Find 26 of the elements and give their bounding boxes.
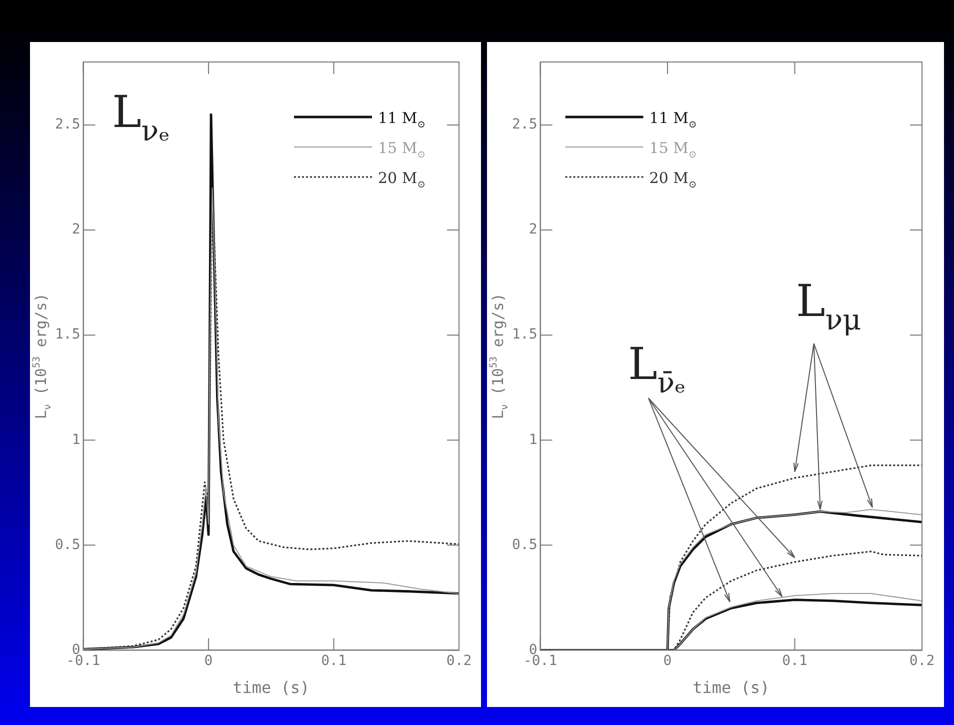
y-tick-label: 1 <box>528 432 538 448</box>
x-tick-label: 0 <box>204 653 213 670</box>
text: 11 M⊙ <box>649 109 697 130</box>
text: 20 M⊙ <box>378 169 426 190</box>
x-axis-title: time (s) <box>232 678 310 697</box>
y-tick-label: 0.5 <box>512 536 538 553</box>
y-tick-label: 2 <box>72 222 80 238</box>
y-axis-title: Lν (1053 erg/s) <box>488 293 510 420</box>
y-tick-label: 0.5 <box>54 536 80 553</box>
y-tick-label: 2.5 <box>54 116 80 133</box>
y-tick-label: 1.5 <box>512 326 538 343</box>
text: 15 M⊙ <box>649 139 697 160</box>
y-tick-label: 1.5 <box>54 326 80 343</box>
x-tick-label: 0.1 <box>321 653 346 670</box>
text: 15 M⊙ <box>378 139 426 160</box>
x-tick-label: 0.2 <box>446 653 472 670</box>
x-axis-title: time (s) <box>692 678 770 697</box>
y-tick-label: 2 <box>528 222 538 238</box>
text: 11 M⊙ <box>378 109 426 130</box>
y-tick-label: 1 <box>72 432 80 448</box>
y-axis-title: Lν (1053 erg/s) <box>31 293 54 420</box>
y-tick-label: 2.5 <box>512 116 538 133</box>
x-tick-label: 0.1 <box>782 653 808 670</box>
text: 20 M⊙ <box>649 169 697 190</box>
x-tick-label: 0.2 <box>909 653 935 670</box>
x-tick-label: 0 <box>663 653 672 670</box>
